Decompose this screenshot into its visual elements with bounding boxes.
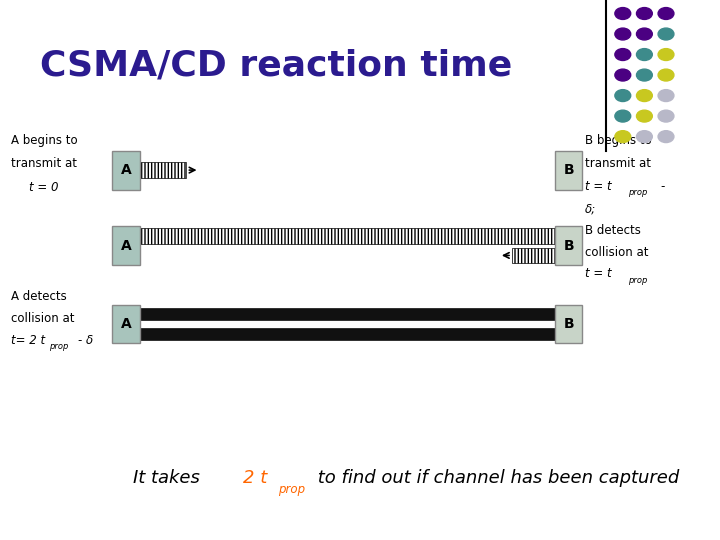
Bar <box>555 226 582 265</box>
Text: transmit at: transmit at <box>585 157 651 170</box>
Circle shape <box>636 8 652 19</box>
Text: It takes: It takes <box>133 469 206 487</box>
Text: A detects: A detects <box>11 291 66 303</box>
Text: t = t: t = t <box>585 267 611 280</box>
Circle shape <box>615 69 631 81</box>
Circle shape <box>615 49 631 60</box>
Text: transmit at: transmit at <box>11 157 77 170</box>
Text: -: - <box>660 180 665 193</box>
Circle shape <box>615 131 631 143</box>
Text: 2 t: 2 t <box>243 469 268 487</box>
Text: A: A <box>121 239 131 253</box>
Text: t= 2 t: t= 2 t <box>11 334 45 347</box>
Circle shape <box>658 49 674 60</box>
Bar <box>555 151 582 190</box>
Text: t = 0: t = 0 <box>29 181 58 194</box>
Text: to find out if channel has been captured: to find out if channel has been captured <box>312 469 680 487</box>
Text: A: A <box>121 163 131 177</box>
Text: B: B <box>564 239 574 253</box>
Bar <box>112 305 140 343</box>
Circle shape <box>658 90 674 102</box>
Bar <box>140 308 555 320</box>
Bar <box>512 248 555 263</box>
Bar <box>140 328 555 340</box>
Text: B: B <box>564 163 574 177</box>
Text: t = t: t = t <box>585 180 611 193</box>
Circle shape <box>615 110 631 122</box>
Text: collision at: collision at <box>585 246 648 259</box>
Circle shape <box>658 131 674 143</box>
Text: B begins to: B begins to <box>585 134 652 147</box>
Circle shape <box>615 28 631 40</box>
Bar <box>112 226 140 265</box>
Text: B detects: B detects <box>585 224 641 237</box>
Circle shape <box>658 28 674 40</box>
Circle shape <box>615 8 631 19</box>
Text: prop: prop <box>628 276 647 285</box>
Bar <box>140 162 186 178</box>
Circle shape <box>658 110 674 122</box>
Circle shape <box>636 90 652 102</box>
Bar <box>112 151 140 190</box>
Bar <box>140 228 555 244</box>
Circle shape <box>615 90 631 102</box>
Circle shape <box>658 69 674 81</box>
Circle shape <box>636 49 652 60</box>
Text: - δ: - δ <box>78 334 93 347</box>
Bar <box>555 305 582 343</box>
Text: B: B <box>564 317 574 331</box>
Circle shape <box>636 28 652 40</box>
Text: A begins to: A begins to <box>11 134 78 147</box>
Text: collision at: collision at <box>11 312 74 325</box>
Text: CSMA/CD reaction time: CSMA/CD reaction time <box>40 49 512 83</box>
Circle shape <box>658 8 674 19</box>
Text: δ;: δ; <box>585 202 596 215</box>
Text: prop: prop <box>278 483 305 496</box>
Text: A: A <box>121 317 131 331</box>
Circle shape <box>636 110 652 122</box>
Circle shape <box>636 131 652 143</box>
Text: prop: prop <box>628 188 647 197</box>
Circle shape <box>636 69 652 81</box>
Text: prop: prop <box>49 342 68 351</box>
